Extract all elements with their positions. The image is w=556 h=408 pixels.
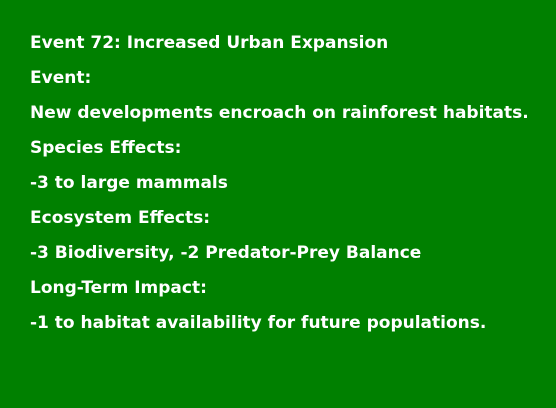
species-effects-label: Species Effects: (30, 138, 182, 158)
event-card: Event 72: Increased Urban Expansion Even… (30, 26, 530, 341)
event-title: Event 72: Increased Urban Expansion (30, 33, 389, 53)
event-description: New developments encroach on rainforest … (30, 103, 529, 123)
ecosystem-effects-label: Ecosystem Effects: (30, 208, 211, 228)
ecosystem-effects-value: -3 Biodiversity, -2 Predator-Prey Balanc… (30, 243, 422, 263)
long-term-impact-value: -1 to habitat availability for future po… (30, 313, 487, 333)
species-effects-value: -3 to large mammals (30, 173, 228, 193)
long-term-impact-label: Long-Term Impact: (30, 278, 207, 298)
event-label: Event: (30, 68, 92, 88)
